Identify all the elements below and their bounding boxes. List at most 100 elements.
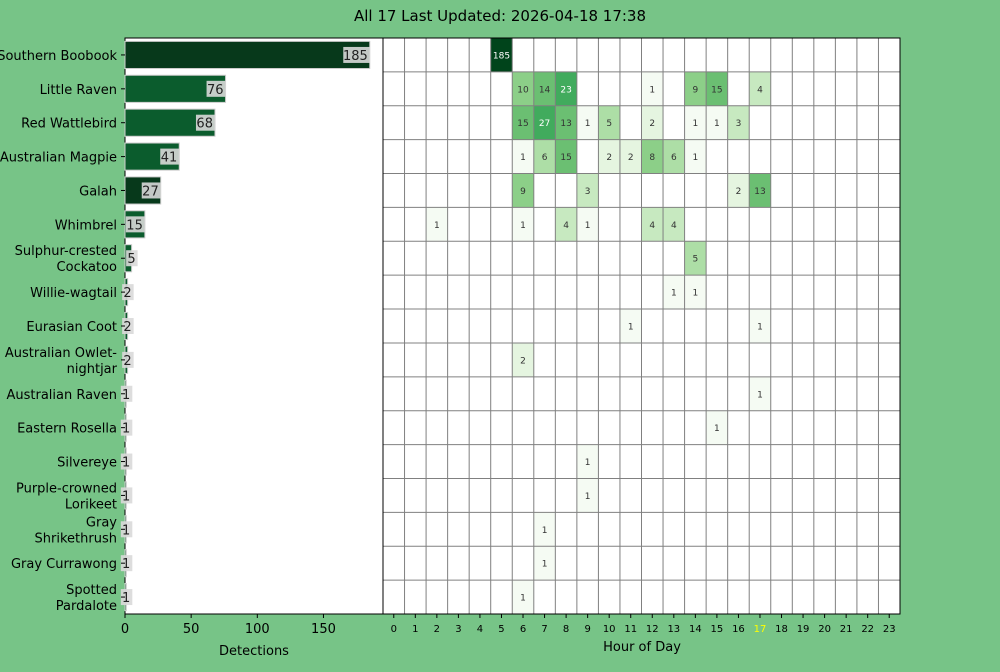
heatmap-cell-value: 13 bbox=[560, 119, 571, 129]
heatmap-cell bbox=[576, 444, 599, 479]
hour-tick-label: 23 bbox=[883, 624, 896, 635]
heatmap-cell-value: 6 bbox=[542, 153, 548, 163]
heatmap-cell bbox=[490, 38, 513, 72]
bar-value-label-bg bbox=[120, 385, 133, 402]
category-label: Willie-wagtail bbox=[30, 286, 117, 301]
bar-value-label: 76 bbox=[207, 83, 224, 98]
bar-value-label: 5 bbox=[127, 252, 135, 267]
bar-value-label-bg bbox=[125, 216, 145, 233]
hour-tick-label: 21 bbox=[840, 624, 853, 635]
heatmap-cell bbox=[512, 105, 534, 140]
heatmap-cell-value: 1 bbox=[585, 458, 591, 468]
hour-tick-label: 19 bbox=[797, 624, 810, 635]
bar-value-label: 1 bbox=[122, 523, 130, 538]
category-label: Eastern Rosella bbox=[17, 422, 117, 437]
x-tick-label: 0 bbox=[121, 622, 129, 637]
heatmap-cell-value: 1 bbox=[542, 560, 548, 570]
hour-tick-label: 4 bbox=[477, 624, 483, 635]
heatmap-cell-value: 15 bbox=[560, 153, 571, 163]
bar-value-label-bg bbox=[195, 114, 215, 131]
hour-tick-label: 0 bbox=[391, 624, 397, 635]
bar-value-label-bg bbox=[120, 487, 133, 504]
category-label: Silvereye bbox=[57, 456, 117, 471]
category-label: Southern Boobook bbox=[0, 49, 117, 64]
heatmap-cell bbox=[598, 139, 620, 174]
heatmap-cell-value: 1 bbox=[520, 594, 526, 604]
bar-value-label: 2 bbox=[123, 354, 131, 369]
category-label: Australian Raven bbox=[6, 388, 117, 403]
heatmap-cell bbox=[663, 139, 685, 174]
heatmap-cell-value: 5 bbox=[606, 119, 612, 129]
heatmap-cell bbox=[684, 105, 707, 140]
heatmap-cell-value: 4 bbox=[649, 221, 655, 231]
hour-tick-label: 22 bbox=[861, 624, 874, 635]
heatmap-cell bbox=[663, 207, 685, 242]
heatmap-cell-value: 6 bbox=[671, 153, 677, 163]
bar-value-label: 1 bbox=[122, 388, 130, 403]
heatmap-cell bbox=[727, 173, 750, 208]
bar-value-label-bg bbox=[160, 148, 180, 165]
category-label: Gray Currawong bbox=[11, 557, 117, 572]
hour-tick-label: 12 bbox=[646, 624, 659, 635]
heatmap-cell bbox=[619, 139, 642, 174]
hour-tick-label: 3 bbox=[455, 624, 461, 635]
bar-value-label: 27 bbox=[142, 184, 159, 199]
heatmap-cell-value: 1 bbox=[520, 221, 526, 231]
heatmap-cell bbox=[749, 376, 771, 411]
category-label: Whimbrel bbox=[55, 218, 117, 233]
heatmap-cell-value: 1 bbox=[542, 526, 548, 536]
heatmap-cell-value: 1 bbox=[757, 323, 763, 333]
heatmap-cell-value: 3 bbox=[585, 187, 591, 197]
bar-value-label: 185 bbox=[343, 49, 368, 64]
heatmap-x-axis-label: Hour of Day bbox=[603, 640, 681, 655]
hour-tick-label: 5 bbox=[498, 624, 504, 635]
heatmap-cell bbox=[555, 105, 577, 140]
heatmap-cell bbox=[426, 207, 448, 242]
heatmap-cell bbox=[684, 139, 707, 174]
heatmap-cell-value: 4 bbox=[563, 221, 569, 231]
bar-southern-boobook bbox=[124, 40, 371, 69]
heatmap-cell-value: 10 bbox=[517, 85, 529, 95]
hour-tick-label: 2 bbox=[434, 624, 440, 635]
heatmap-cell bbox=[727, 105, 750, 140]
heatmap-cell bbox=[512, 207, 534, 242]
hour-tick-label: 7 bbox=[541, 624, 547, 635]
heatmap-cell bbox=[533, 105, 556, 140]
heatmap-cell bbox=[576, 207, 599, 242]
heatmap-cell bbox=[749, 309, 771, 343]
category-label: nightjar bbox=[67, 362, 118, 377]
heatmap-cell bbox=[641, 71, 664, 106]
heatmap-cell-value: 8 bbox=[649, 153, 655, 163]
heatmap-cell-value: 23 bbox=[560, 85, 571, 95]
hour-tick-label: 14 bbox=[689, 624, 702, 635]
bar-value-label: 1 bbox=[122, 456, 130, 471]
heatmap-cell-value: 2 bbox=[628, 153, 634, 163]
heatmap-cell bbox=[512, 71, 534, 106]
bar-value-label-bg bbox=[120, 453, 133, 470]
hour-tick-label: 9 bbox=[584, 624, 590, 635]
heatmap-cell-value: 1 bbox=[585, 119, 591, 129]
heatmap-cell-value: 3 bbox=[736, 119, 742, 129]
heatmap-cell-value: 1 bbox=[585, 221, 591, 231]
heatmap-cell-value: 9 bbox=[692, 85, 698, 95]
heatmap-border bbox=[382, 37, 901, 615]
bar-value-label: 41 bbox=[161, 151, 178, 166]
category-label: Sulphur-crested bbox=[15, 244, 117, 259]
category-label: Red Wattlebird bbox=[21, 117, 117, 132]
bar-value-label-bg bbox=[120, 521, 133, 538]
bar-value-label-bg bbox=[120, 589, 133, 606]
heatmap-cell-value: 1 bbox=[692, 119, 698, 129]
heatmap-cell-value: 1 bbox=[628, 323, 634, 333]
bar-series: 185 Southern Boobook 76 Little Raven 68 Red W… bbox=[0, 37, 384, 637]
heatmap-cell bbox=[706, 71, 728, 106]
bar-value-label: 68 bbox=[196, 117, 213, 132]
heatmap-cell bbox=[512, 580, 534, 614]
category-label: Shrikethrush bbox=[35, 531, 117, 546]
category-label: Pardalote bbox=[56, 599, 117, 614]
hour-tick-label: 1 bbox=[412, 624, 418, 635]
heatmap-cell bbox=[533, 71, 556, 106]
heatmap-cell bbox=[684, 241, 707, 276]
heatmap-cell-value: 2 bbox=[520, 356, 526, 366]
chart-title: All 17 Last Updated: 2026-04-18 17:38 bbox=[354, 7, 646, 25]
